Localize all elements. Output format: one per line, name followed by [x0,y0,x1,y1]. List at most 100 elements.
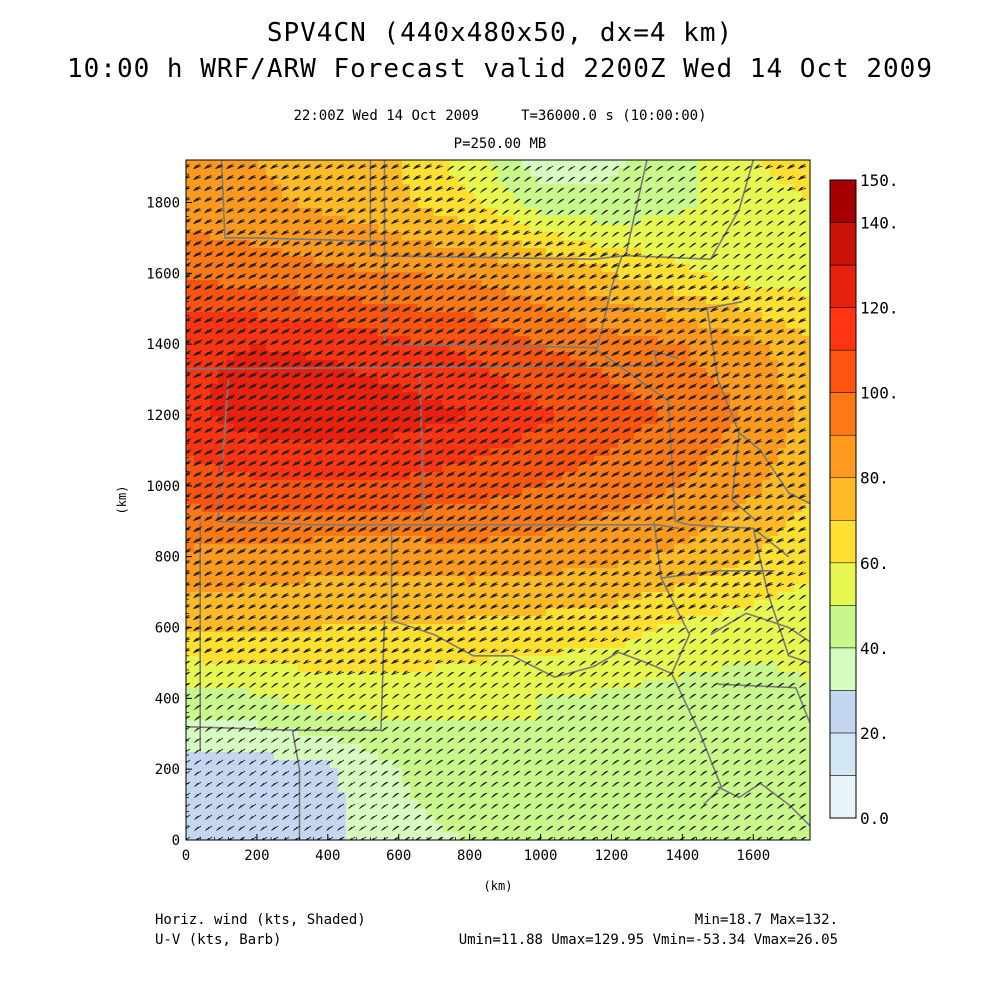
wind-speed-cell [530,176,539,185]
wind-speed-cell [194,208,203,217]
wind-speed-cell [354,184,363,193]
wind-speed-cell [786,640,795,649]
wind-speed-cell [594,392,603,401]
wind-speed-cell [602,576,611,585]
wind-speed-cell [482,464,491,473]
wind-speed-cell [618,512,627,521]
wind-speed-cell [402,608,411,617]
wind-speed-cell [666,552,675,561]
wind-speed-cell [370,440,379,449]
wind-speed-cell [202,312,211,321]
wind-speed-cell [226,424,235,433]
wind-speed-cell [514,320,523,329]
wind-speed-cell [362,280,371,289]
wind-speed-cell [394,208,403,217]
wind-speed-cell [714,192,723,201]
wind-speed-cell [682,464,691,473]
wind-speed-cell [378,624,387,633]
wind-speed-cell [362,160,371,169]
wind-speed-cell [362,448,371,457]
wind-speed-cell [426,376,435,385]
wind-speed-cell [282,544,291,553]
wind-speed-cell [522,336,531,345]
wind-speed-cell [490,664,499,673]
wind-speed-cell [314,376,323,385]
wind-speed-cell [298,304,307,313]
wind-speed-cell [530,240,539,249]
wind-speed-cell [434,168,443,177]
wind-speed-cell [482,200,491,209]
wind-speed-cell [242,600,251,609]
wind-speed-cell [506,288,515,297]
wind-speed-cell [690,656,699,665]
wind-speed-cell [738,344,747,353]
wind-speed-cell [402,648,411,657]
wind-speed-cell [794,512,803,521]
wind-speed-cell [298,312,307,321]
wind-speed-cell [578,232,587,241]
wind-speed-cell [722,296,731,305]
wind-speed-cell [514,248,523,257]
wind-speed-cell [386,416,395,425]
wind-speed-cell [314,480,323,489]
wind-speed-cell [618,536,627,545]
wind-speed-cell [394,176,403,185]
wind-speed-cell [410,168,419,177]
wind-speed-cell [442,432,451,441]
wind-speed-cell [290,352,299,361]
wind-speed-cell [802,408,810,417]
wind-speed-cell [586,272,595,281]
wind-speed-cell [250,640,259,649]
wind-speed-cell [490,376,499,385]
wind-speed-cell [474,400,483,409]
wind-speed-cell [714,416,723,425]
wind-speed-cell [202,616,211,625]
wind-speed-cell [658,384,667,393]
wind-speed-cell [250,656,259,665]
wind-speed-cell [274,224,283,233]
wind-speed-cell [410,664,419,673]
wind-speed-cell [530,424,539,433]
wind-speed-cell [290,216,299,225]
wind-speed-cell [218,472,227,481]
wind-speed-cell [682,264,691,273]
wind-speed-cell [346,456,355,465]
wind-speed-cell [226,560,235,569]
wind-speed-cell [474,176,483,185]
wind-speed-cell [498,280,507,289]
wind-speed-cell [186,168,195,177]
wind-speed-cell [698,656,707,665]
wind-speed-cell [570,632,579,641]
wind-speed-cell [322,256,331,265]
wind-speed-cell [250,192,259,201]
wind-speed-cell [258,552,267,561]
wind-speed-cell [338,616,347,625]
wind-speed-cell [442,224,451,233]
wind-speed-cell [266,176,275,185]
wind-speed-cell [386,512,395,521]
wind-speed-cell [490,440,499,449]
wind-speed-cell [602,256,611,265]
wind-speed-cell [298,288,307,297]
wind-speed-cell [578,336,587,345]
wind-speed-cell [642,456,651,465]
wind-speed-cell [202,488,211,497]
wind-speed-cell [506,192,515,201]
wind-speed-cell [306,664,315,673]
wind-speed-cell [354,424,363,433]
wind-speed-cell [682,408,691,417]
wind-speed-cell [626,256,635,265]
wind-speed-cell [786,304,795,313]
wind-speed-cell [290,584,299,593]
wind-speed-cell [266,624,275,633]
wind-speed-cell [762,408,771,417]
wind-speed-cell [650,456,659,465]
wind-speed-cell [658,248,667,257]
wind-speed-cell [626,200,635,209]
wind-speed-cell [306,656,315,665]
wind-speed-cell [482,608,491,617]
wind-speed-cell [706,528,715,537]
wind-speed-cell [258,336,267,345]
wind-speed-cell [626,400,635,409]
